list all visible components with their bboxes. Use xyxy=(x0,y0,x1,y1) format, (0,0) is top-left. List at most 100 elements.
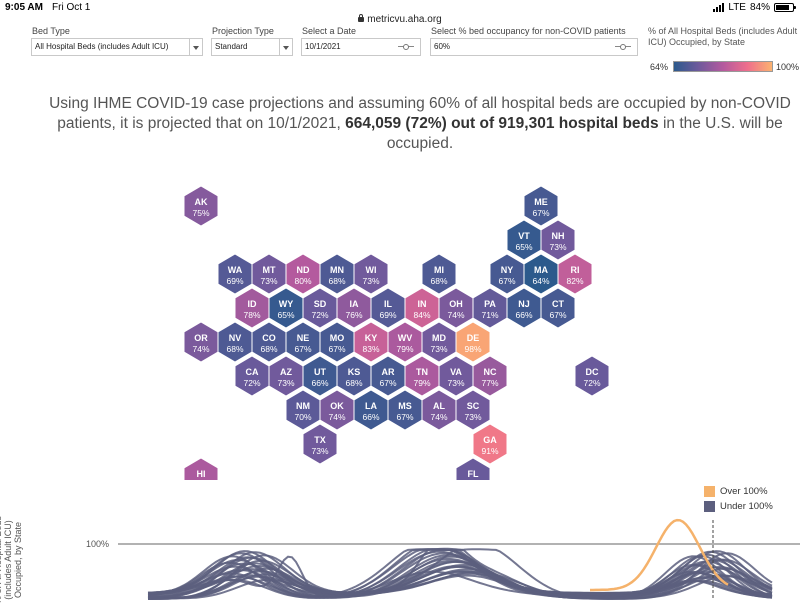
legend-item-over[interactable]: Over 100% xyxy=(704,484,773,499)
state-pct: 91% xyxy=(481,446,498,456)
state-abbr: CT xyxy=(552,299,564,309)
date-slider[interactable]: 10/1/2021 xyxy=(301,38,421,56)
headline-bold: 664,059 (72%) out of 919,301 hospital be… xyxy=(345,115,659,132)
state-abbr: VT xyxy=(518,231,530,241)
state-abbr: NM xyxy=(296,401,310,411)
state-pct: 74% xyxy=(192,344,209,354)
legend-label-over: Over 100% xyxy=(720,486,768,497)
state-hex-fl[interactable]: FL72% xyxy=(455,457,491,480)
state-trend-line-over[interactable] xyxy=(590,518,729,592)
state-pct: 84% xyxy=(413,310,430,320)
state-trend-line[interactable] xyxy=(148,550,773,599)
state-trend-line[interactable] xyxy=(147,553,773,598)
state-pct: 67% xyxy=(498,276,515,286)
projection-type-select[interactable]: Standard xyxy=(211,38,293,56)
state-abbr: IN xyxy=(418,299,427,309)
chevron-down-icon[interactable] xyxy=(279,39,292,55)
bed-type-select[interactable]: All Hospital Beds (includes Adult ICU) xyxy=(31,38,203,56)
state-abbr: DE xyxy=(467,333,480,343)
state-abbr: SC xyxy=(467,401,480,411)
color-legend-gradient xyxy=(673,61,773,72)
occupancy-label: Select % bed occupancy for non-COVID pat… xyxy=(431,26,626,36)
address-bar[interactable]: metricvu.aha.org xyxy=(0,14,800,25)
legend-item-under[interactable]: Under 100% xyxy=(704,499,773,514)
state-pct: 73% xyxy=(430,344,447,354)
state-abbr: IL xyxy=(384,299,393,309)
legend-swatch-over xyxy=(704,486,715,497)
bed-type-value: All Hospital Beds (includes Adult ICU) xyxy=(35,42,169,51)
state-abbr: SD xyxy=(314,299,327,309)
battery-label: 84% xyxy=(749,2,770,13)
state-trend-chart[interactable]: 100% xyxy=(0,480,800,600)
slider-icon[interactable] xyxy=(615,44,631,50)
state-hex-hi[interactable]: HI79% xyxy=(183,457,219,480)
state-abbr: MN xyxy=(330,265,344,275)
state-trend-line[interactable] xyxy=(147,552,773,599)
color-legend-min: 64% xyxy=(650,62,669,72)
state-pct: 68% xyxy=(328,276,345,286)
color-legend-title: % of All Hospital Beds (includes Adult I… xyxy=(648,26,798,47)
state-pct: 64% xyxy=(532,276,549,286)
occupancy-slider[interactable]: 60% xyxy=(430,38,638,56)
bed-type-label: Bed Type xyxy=(32,26,70,36)
chevron-down-icon[interactable] xyxy=(189,39,202,55)
slider-icon[interactable] xyxy=(398,44,414,50)
color-legend-max: 100% xyxy=(776,62,800,72)
state-pct: 65% xyxy=(515,242,532,252)
state-pct: 74% xyxy=(430,412,447,422)
state-pct: 72% xyxy=(583,378,600,388)
state-pct: 74% xyxy=(328,412,345,422)
state-pct: 73% xyxy=(362,276,379,286)
state-pct: 72% xyxy=(243,378,260,388)
